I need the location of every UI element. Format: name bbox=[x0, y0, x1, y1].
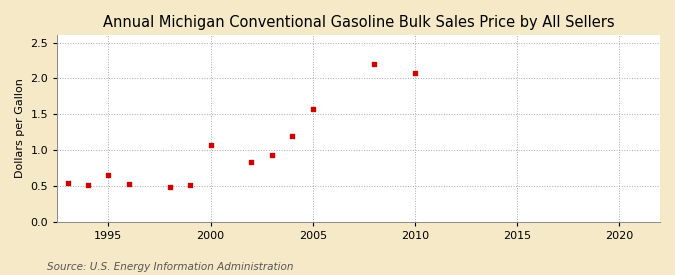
Point bbox=[369, 62, 379, 66]
Point bbox=[205, 143, 216, 147]
Text: Source: U.S. Energy Information Administration: Source: U.S. Energy Information Administ… bbox=[47, 262, 294, 272]
Point bbox=[410, 71, 421, 76]
Point bbox=[267, 153, 277, 157]
Title: Annual Michigan Conventional Gasoline Bulk Sales Price by All Sellers: Annual Michigan Conventional Gasoline Bu… bbox=[103, 15, 614, 30]
Point bbox=[307, 107, 318, 111]
Point bbox=[62, 181, 73, 185]
Point bbox=[103, 173, 114, 177]
Point bbox=[287, 133, 298, 138]
Point bbox=[82, 183, 93, 187]
Point bbox=[124, 182, 134, 187]
Point bbox=[246, 160, 256, 164]
Point bbox=[185, 183, 196, 187]
Y-axis label: Dollars per Gallon: Dollars per Gallon bbox=[15, 79, 25, 178]
Point bbox=[164, 185, 175, 189]
